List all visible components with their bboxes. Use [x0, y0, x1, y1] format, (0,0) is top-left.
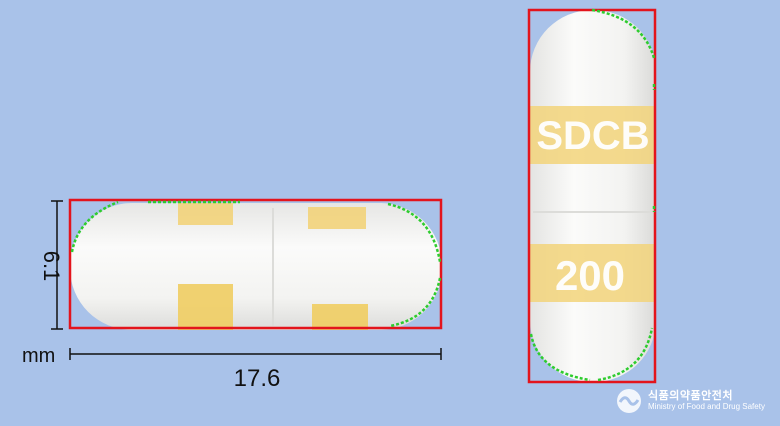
imprint-text-top: SDCB — [536, 114, 649, 158]
contour-mark — [597, 327, 654, 382]
capsule-body-vertical — [530, 10, 656, 382]
agency-name-english: Ministry of Food and Drug Safety — [648, 401, 765, 411]
agency-watermark: 식품의약품안전처 Ministry of Food and Drug Safet… — [616, 388, 765, 414]
contour-marks — [70, 8, 656, 382]
height-label: 6.1 — [39, 251, 64, 282]
capsule-imprint-view: SDCB 200 — [530, 10, 656, 382]
contour-mark — [529, 333, 591, 382]
capsule-body-horizontal — [70, 203, 442, 330]
agency-name-korean: 식품의약품안전처 — [648, 390, 733, 403]
imprint-band-bottom — [530, 244, 656, 302]
length-label: 17.6 — [234, 365, 281, 392]
agency-logo-icon — [617, 389, 641, 413]
imprint-band-top — [530, 106, 656, 164]
yellow-band-segment — [178, 284, 233, 330]
length-dimension — [69, 348, 442, 360]
unit-label: mm — [22, 345, 55, 367]
capsule-side-view — [70, 203, 442, 330]
imprint-text-bottom: 200 — [555, 252, 625, 299]
height-dimension — [51, 200, 63, 330]
yellow-band-segment — [308, 207, 366, 229]
agency-name: 식품의약품안전처 Ministry of Food and Drug Safet… — [648, 390, 765, 411]
contour-mark — [389, 277, 442, 328]
contour-mark — [387, 202, 442, 263]
contour-mark — [70, 200, 119, 253]
yellow-band-segment — [178, 203, 233, 225]
contour-mark — [591, 8, 656, 59]
bounding-box-side — [68, 198, 443, 330]
yellow-band-segment — [312, 304, 368, 330]
